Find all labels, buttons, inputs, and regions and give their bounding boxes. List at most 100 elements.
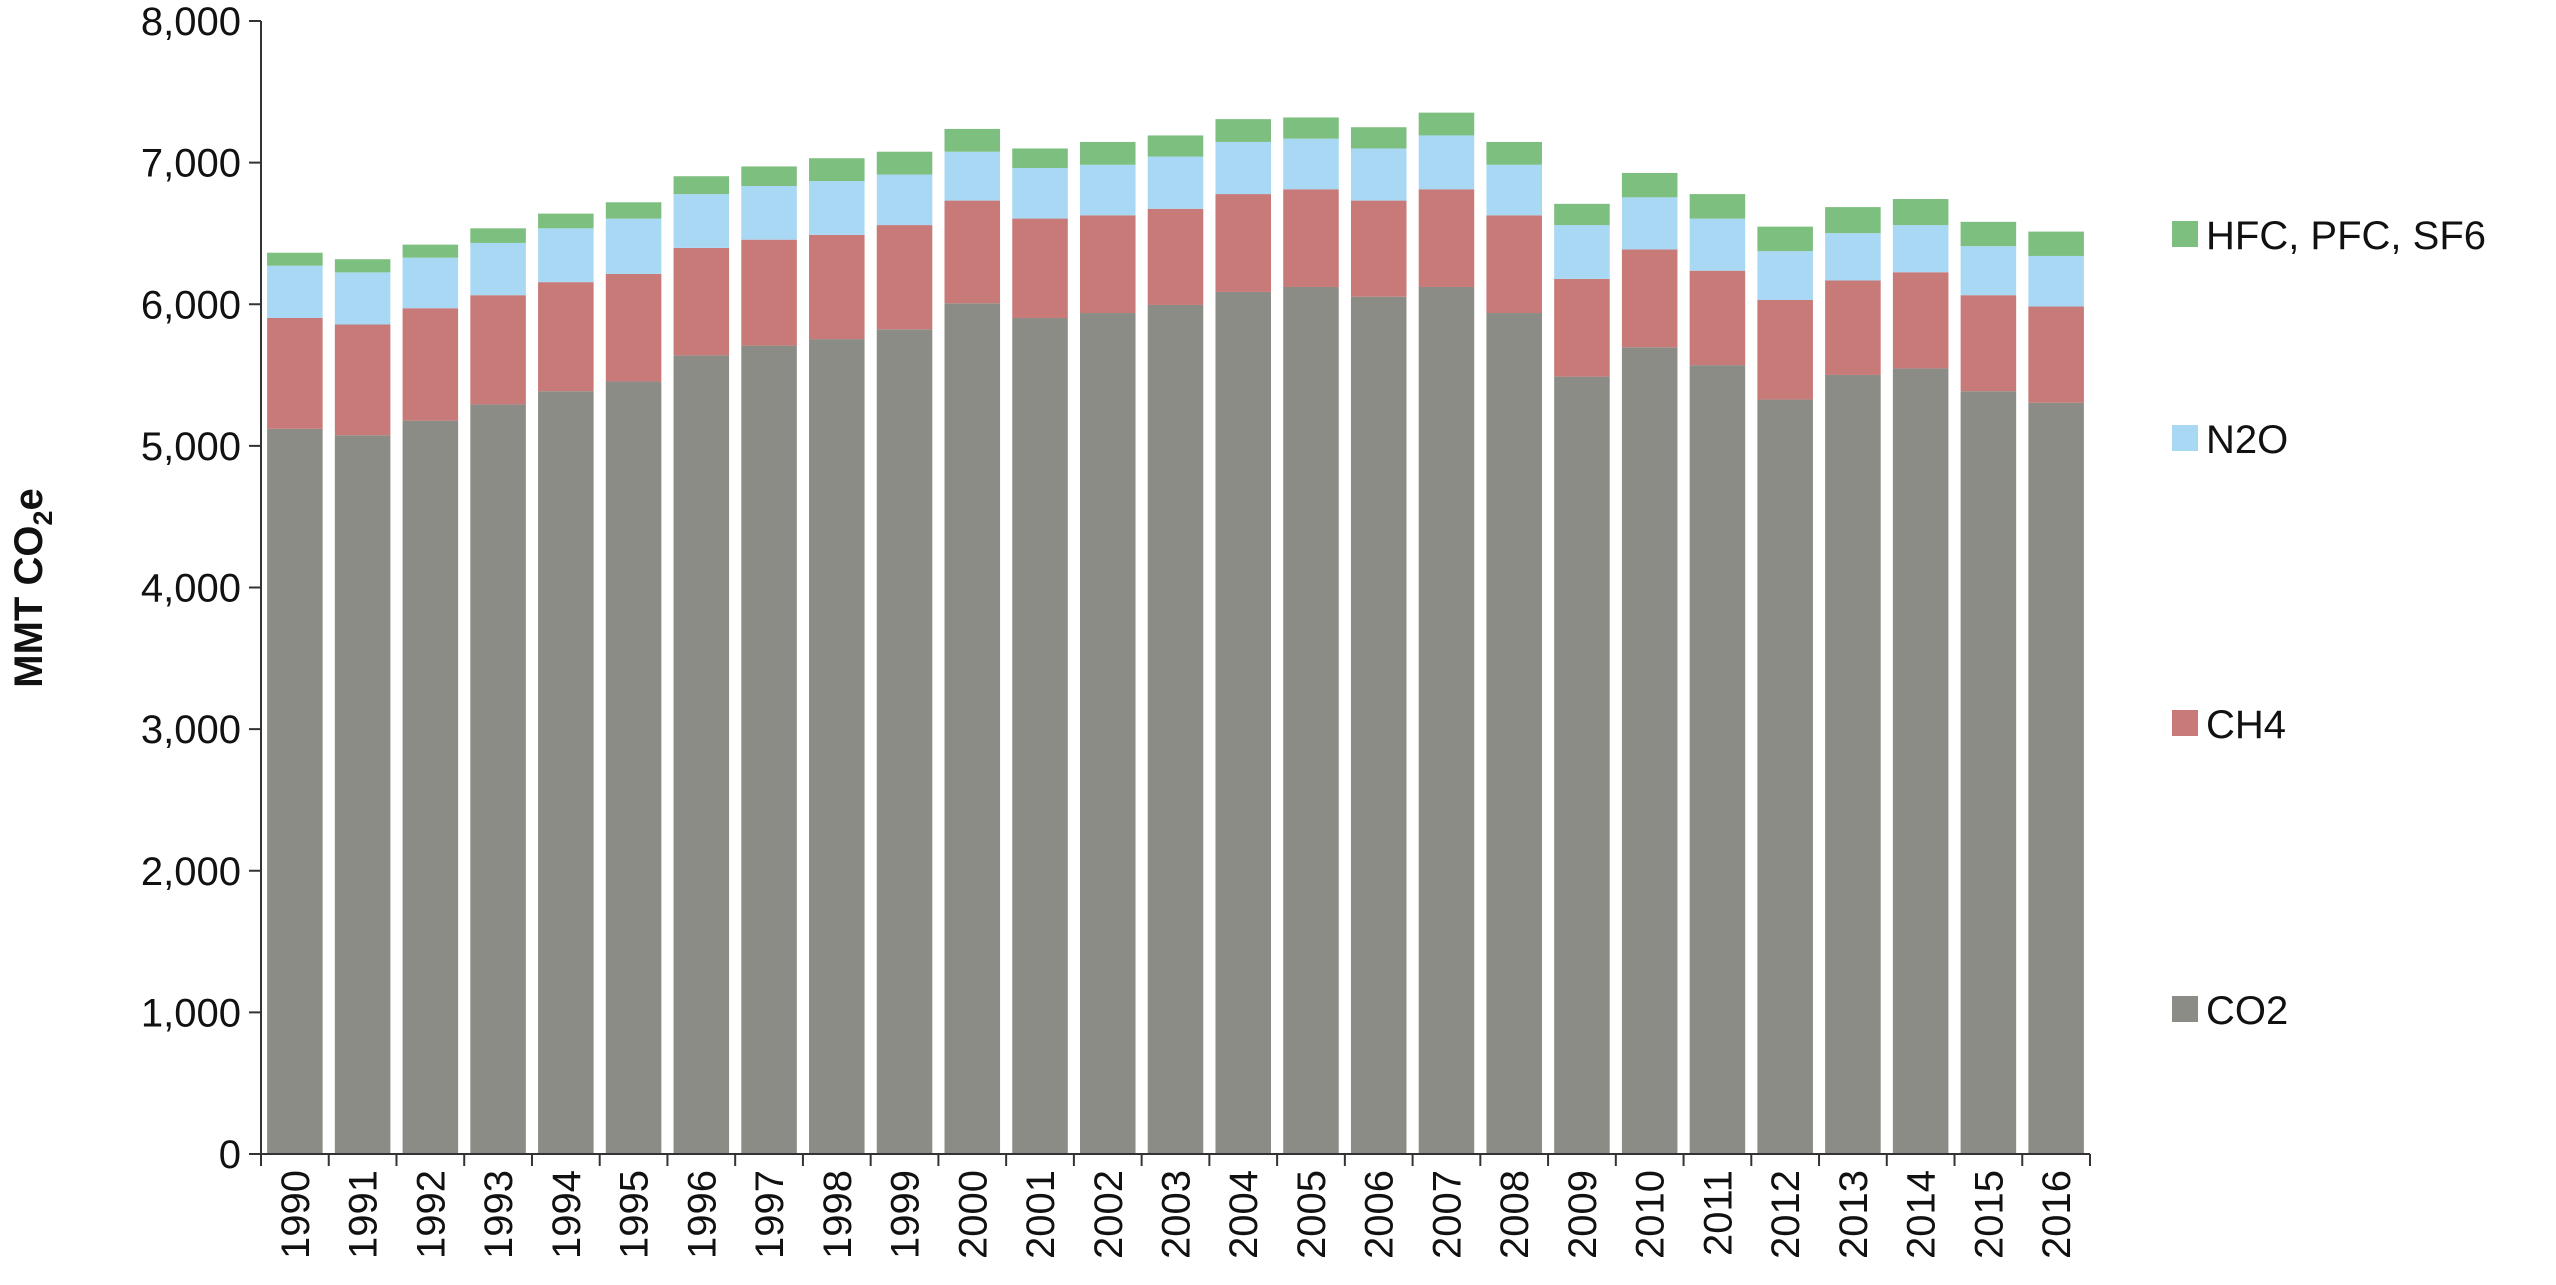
bar-co2-2013 bbox=[1825, 374, 1881, 1154]
bar-n2o-2003 bbox=[1147, 156, 1204, 209]
x-tick-label: 2015 bbox=[1967, 1170, 2011, 1259]
bar-ch4-2012 bbox=[1757, 300, 1813, 400]
bar-co2-1998 bbox=[809, 339, 865, 1155]
bar-n2o-2007 bbox=[1418, 135, 1475, 190]
x-tick-label: 1991 bbox=[342, 1170, 386, 1259]
bar-hfc-pfc-sf6-1996 bbox=[673, 176, 730, 195]
bars-layer bbox=[267, 112, 2084, 1155]
x-tick-label: 2011 bbox=[1696, 1170, 1740, 1256]
bar-co2-1995 bbox=[605, 381, 662, 1154]
legend-swatch bbox=[2172, 996, 2198, 1022]
bar-n2o-2014 bbox=[1892, 225, 1949, 273]
x-tick-label: 2004 bbox=[1222, 1170, 1266, 1259]
bar-hfc-pfc-sf6-2000 bbox=[944, 128, 1001, 152]
x-tick-label: 2007 bbox=[1425, 1170, 1469, 1259]
bar-n2o-2001 bbox=[1012, 168, 1068, 219]
bar-co2-2016 bbox=[2028, 402, 2084, 1154]
bar-co2-2005 bbox=[1283, 286, 1339, 1154]
bar-hfc-pfc-sf6-2001 bbox=[1012, 148, 1068, 169]
bar-n2o-2008 bbox=[1486, 164, 1542, 216]
bar-n2o-1992 bbox=[402, 257, 459, 309]
bar-hfc-pfc-sf6-2015 bbox=[1960, 221, 2017, 247]
bar-ch4-1991 bbox=[334, 324, 391, 436]
bar-hfc-pfc-sf6-1993 bbox=[470, 228, 526, 243]
bar-n2o-1996 bbox=[673, 194, 730, 248]
bar-ch4-2014 bbox=[1892, 272, 1949, 369]
bar-co2-2014 bbox=[1892, 368, 1949, 1154]
bar-hfc-pfc-sf6-2009 bbox=[1554, 203, 1610, 226]
bar-hfc-pfc-sf6-2004 bbox=[1215, 119, 1272, 142]
bar-ch4-1990 bbox=[267, 317, 323, 429]
bar-ch4-1993 bbox=[470, 295, 526, 405]
bar-ch4-2009 bbox=[1554, 278, 1610, 377]
bar-co2-2012 bbox=[1757, 399, 1813, 1154]
bar-n2o-2006 bbox=[1350, 148, 1407, 201]
bar-n2o-2005 bbox=[1283, 138, 1339, 190]
x-tick-label: 2008 bbox=[1493, 1170, 1537, 1259]
bar-co2-2011 bbox=[1689, 365, 1746, 1154]
bar-ch4-1992 bbox=[402, 308, 459, 421]
bar-co2-1992 bbox=[402, 420, 459, 1154]
bar-n2o-2002 bbox=[1079, 164, 1136, 216]
bar-hfc-pfc-sf6-2007 bbox=[1418, 112, 1475, 136]
y-tick-label: 7,000 bbox=[141, 142, 241, 186]
bar-co2-2004 bbox=[1215, 291, 1272, 1155]
bar-ch4-1999 bbox=[876, 225, 933, 330]
x-tick-label: 2001 bbox=[1019, 1170, 1063, 1259]
bar-ch4-2003 bbox=[1147, 208, 1204, 305]
bar-n2o-2012 bbox=[1757, 251, 1813, 301]
bar-co2-1994 bbox=[538, 391, 594, 1154]
bar-ch4-1996 bbox=[673, 247, 730, 356]
y-tick-label: 2,000 bbox=[141, 850, 241, 894]
bar-hfc-pfc-sf6-2008 bbox=[1486, 141, 1542, 165]
y-tick-label: 5,000 bbox=[141, 425, 241, 469]
bar-hfc-pfc-sf6-2011 bbox=[1689, 194, 1746, 219]
bar-co2-2001 bbox=[1012, 317, 1068, 1154]
bar-ch4-2002 bbox=[1079, 215, 1136, 314]
x-tick-label: 2010 bbox=[1629, 1170, 1673, 1259]
bar-ch4-2011 bbox=[1689, 270, 1746, 366]
legend-swatch bbox=[2172, 221, 2198, 247]
bar-hfc-pfc-sf6-1999 bbox=[876, 151, 933, 175]
bar-ch4-2004 bbox=[1215, 194, 1272, 292]
y-tick-label: 8,000 bbox=[141, 0, 241, 44]
bar-n2o-2009 bbox=[1554, 225, 1610, 279]
bar-ch4-1997 bbox=[741, 239, 797, 346]
x-tick-label: 2005 bbox=[1290, 1170, 1334, 1259]
legend-label: CH4 bbox=[2206, 703, 2286, 747]
bar-ch4-2000 bbox=[944, 200, 1001, 304]
bar-co2-1993 bbox=[470, 404, 526, 1154]
bar-co2-1991 bbox=[334, 435, 391, 1154]
bar-co2-1999 bbox=[876, 329, 933, 1154]
bar-co2-2009 bbox=[1554, 376, 1610, 1154]
x-tick-label: 2006 bbox=[1358, 1170, 1402, 1259]
bar-n2o-2016 bbox=[2028, 255, 2084, 307]
bar-co2-2008 bbox=[1486, 313, 1542, 1154]
bar-ch4-1994 bbox=[538, 282, 594, 392]
x-tick-label: 2014 bbox=[1900, 1170, 1944, 1259]
bar-n2o-1990 bbox=[267, 265, 323, 318]
x-tick-label: 2013 bbox=[1832, 1170, 1876, 1259]
x-tick-label: 1992 bbox=[409, 1170, 453, 1259]
bar-n2o-2013 bbox=[1825, 233, 1881, 281]
y-tick-label: 4,000 bbox=[141, 567, 241, 611]
bar-co2-2000 bbox=[944, 303, 1001, 1154]
x-tick-label: 1996 bbox=[680, 1170, 724, 1259]
bar-hfc-pfc-sf6-2005 bbox=[1283, 117, 1339, 139]
x-tick-label: 2009 bbox=[1561, 1170, 1605, 1259]
bar-n2o-1991 bbox=[334, 272, 391, 325]
legend-swatch bbox=[2172, 425, 2198, 451]
x-tick-label: 1997 bbox=[748, 1170, 792, 1259]
bar-ch4-2010 bbox=[1621, 249, 1678, 348]
bar-hfc-pfc-sf6-2003 bbox=[1147, 135, 1204, 157]
bar-n2o-1997 bbox=[741, 185, 797, 240]
bar-ch4-2015 bbox=[1960, 295, 2017, 392]
x-tick-label: 1994 bbox=[545, 1170, 589, 1259]
bar-co2-2015 bbox=[1960, 391, 2017, 1154]
x-tick-label: 1998 bbox=[816, 1170, 860, 1259]
bar-n2o-2004 bbox=[1215, 141, 1272, 195]
bar-hfc-pfc-sf6-2010 bbox=[1621, 172, 1678, 198]
bar-co2-1997 bbox=[741, 345, 797, 1154]
bar-n2o-1998 bbox=[809, 181, 865, 235]
axes-layer: 1990 1991 1992 1993 1994 1995 1996 1997 1998 1999… bbox=[141, 0, 2091, 1259]
